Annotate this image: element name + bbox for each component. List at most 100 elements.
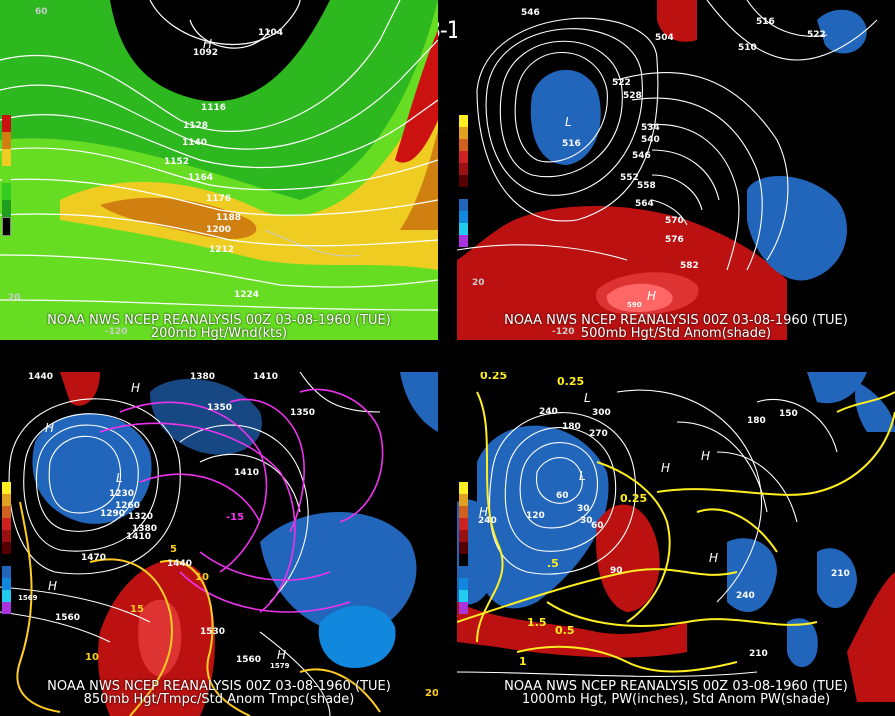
label-576: 576 (665, 235, 684, 245)
panel-850mb: 1440 1380 1410 1350 1350 1410 1230 1260 … (0, 372, 438, 716)
label-1260: 1260 (115, 501, 140, 511)
pw-label-0-25c: 0.25 (620, 492, 647, 505)
label-1350b: 1350 (290, 408, 315, 418)
label-522b: 522 (612, 78, 631, 88)
tick-120: -120 (552, 327, 575, 337)
label-1104: 1104 (258, 28, 283, 38)
high-marker: H (203, 37, 212, 51)
label-1152: 1152 (164, 157, 189, 167)
caption-850mb-line1: NOAA NWS NCEP REANALYSIS 00Z 03-08-1960 … (47, 679, 391, 694)
low-marker-1: L (584, 391, 591, 405)
label-1560b: 1560 (236, 655, 261, 665)
caption-850mb-line2: 850mb Hgt/Tmpc/Std Anom Tmpc(shade) (83, 692, 355, 707)
high-marker-2: H (661, 461, 670, 475)
temp-label-15: 15 (130, 604, 144, 615)
high-marker-1: H (45, 421, 54, 435)
panel-1000mb: 240 180 300 270 180 150 120 60 30 30 60 … (457, 372, 895, 716)
caption-200mb-line2: 200mb Hgt/Wnd(kts) (150, 326, 288, 340)
label-1380b: 1380 (132, 524, 157, 534)
label-1410b: 1410 (234, 468, 259, 478)
label-1410c: 1410 (126, 532, 151, 542)
label-504: 504 (655, 33, 674, 43)
label-1569: 1569 (18, 594, 38, 602)
high-marker-3: H (48, 579, 57, 593)
pw-label-1: 1 (519, 655, 527, 668)
temp-label-20: 20 (425, 688, 438, 699)
label-1164: 1164 (188, 173, 213, 183)
low-marker: L (116, 471, 123, 485)
label-540: 540 (641, 135, 660, 145)
caption-500mb-line1: NOAA NWS NCEP REANALYSIS 00Z 03-08-1960 … (504, 313, 848, 328)
label-120: 120 (526, 511, 545, 521)
label-1200: 1200 (206, 225, 231, 235)
legend-500mb (459, 115, 468, 247)
label-1410a: 1410 (253, 372, 278, 382)
label-1092: 1092 (193, 48, 218, 58)
label-1116: 1116 (201, 103, 226, 113)
label-534: 534 (641, 123, 660, 133)
label-30b: 30 (580, 516, 593, 526)
label-582: 582 (680, 261, 699, 271)
label-1440a: 1440 (28, 372, 53, 382)
label-60a: 60 (556, 491, 569, 501)
high-marker-4: H (709, 551, 718, 565)
label-516b: 516 (562, 139, 581, 149)
high-marker-4: H (277, 648, 286, 662)
label-552: 552 (620, 173, 639, 183)
pw-label-0-25a: 0.25 (480, 372, 507, 382)
temp-label-5: 5 (170, 544, 177, 555)
label-1579: 1579 (270, 662, 290, 670)
label-1290: 1290 (100, 509, 125, 519)
temp-label-10a: 10 (195, 572, 209, 583)
label-180a: 180 (562, 422, 581, 432)
high-marker-3: H (479, 505, 488, 519)
label-564: 564 (635, 199, 654, 209)
label-1440b: 1440 (167, 559, 192, 569)
label-1350a: 1350 (207, 403, 232, 413)
label-60b: 60 (591, 521, 604, 531)
label-150: 150 (779, 409, 798, 419)
tick-20: 20 (8, 293, 21, 303)
low-marker-2: L (579, 469, 586, 483)
pw-label-0-5b: 0.5 (555, 624, 575, 637)
label-546: 546 (521, 8, 540, 18)
label-528: 528 (623, 91, 642, 101)
panel-500mb: 546 504 510 516 516 522 522 528 534 540 … (457, 0, 895, 340)
label-30a: 30 (577, 504, 590, 514)
label-1230: 1230 (109, 489, 134, 499)
pw-label-0-25b: 0.25 (557, 375, 584, 388)
caption-200mb-line1: NOAA NWS NCEP REANALYSIS 00Z 03-08-1960 … (47, 313, 391, 328)
label-210a: 210 (831, 569, 850, 579)
pw-label-1-5: 1.5 (527, 616, 547, 629)
label-1560a: 1560 (55, 613, 80, 623)
label-270: 270 (589, 429, 608, 439)
label-240c: 240 (478, 516, 497, 526)
label-1128: 1128 (183, 121, 208, 131)
high-marker: H (647, 289, 656, 303)
label-1470: 1470 (81, 553, 106, 563)
temp-label-10b: 10 (85, 652, 99, 663)
label-240a: 240 (539, 407, 558, 417)
label-180b: 180 (747, 416, 766, 426)
label-300: 300 (592, 408, 611, 418)
map-200mb: 1092 1104 1116 1128 1140 1152 1164 1176 … (0, 0, 438, 340)
label-590: 590 (627, 301, 642, 309)
high-marker-1: H (701, 449, 710, 463)
label-90: 90 (610, 566, 623, 576)
high-marker-2: H (131, 381, 140, 395)
label-1380: 1380 (190, 372, 215, 382)
tick-120: -120 (105, 327, 128, 337)
caption-1000mb-line2: 1000mb Hgt, PW(inches), Std Anom PW(shad… (521, 692, 831, 707)
label-546b: 546 (632, 151, 651, 161)
pw-label-0-5a: .5 (547, 557, 559, 570)
tick-20: 20 (472, 278, 485, 288)
label-1140: 1140 (182, 138, 207, 148)
map-500mb: 546 504 510 516 516 522 522 528 534 540 … (457, 0, 895, 340)
label-240b: 240 (736, 591, 755, 601)
caption-500mb-line2: 500mb Hgt/Std Anom(shade) (580, 326, 772, 340)
label-210b: 210 (749, 649, 768, 659)
label-1224: 1224 (234, 290, 259, 300)
label-1176: 1176 (206, 194, 231, 204)
label-510: 510 (738, 43, 757, 53)
legend-1000mb (459, 482, 468, 614)
